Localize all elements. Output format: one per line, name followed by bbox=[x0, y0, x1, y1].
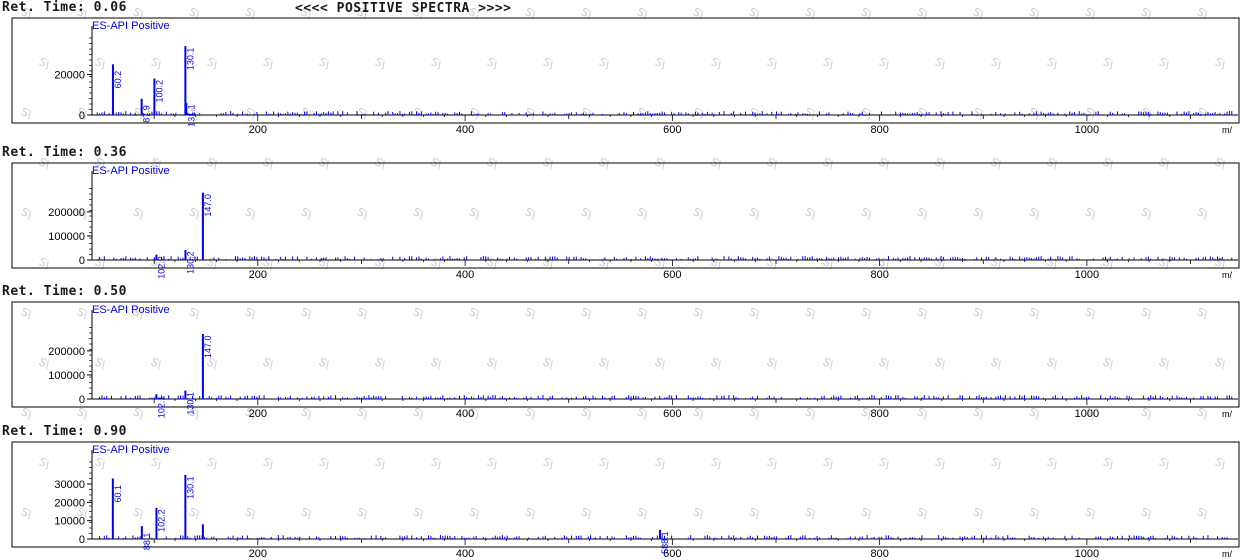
x-axis-label: m/ bbox=[1222, 125, 1232, 135]
y-tick-label: 200000 bbox=[48, 207, 85, 219]
y-tick-label: 0 bbox=[79, 394, 85, 406]
peak-label: 60.2 bbox=[113, 71, 123, 89]
ret-time-label: Ret. Time: 0.50 bbox=[2, 284, 127, 299]
x-tick-label: 800 bbox=[870, 269, 888, 281]
ret-time-label: Ret. Time: 0.06 bbox=[2, 0, 127, 15]
peak-label: 100.2 bbox=[154, 80, 164, 103]
x-tick-label: 200 bbox=[249, 548, 267, 560]
y-tick-label: 0 bbox=[79, 110, 85, 122]
plot-frame bbox=[11, 162, 1240, 269]
peak-label: 88.1 bbox=[142, 533, 152, 551]
plot-frame bbox=[11, 17, 1240, 124]
x-tick-label: 800 bbox=[870, 124, 888, 136]
spectrum-plot: ES-API Positive 0 100000 200000 200 400 600 800… bbox=[11, 162, 1240, 281]
x-tick-label: 600 bbox=[663, 269, 681, 281]
peak-label: 102.2 bbox=[156, 256, 166, 279]
spectrum-panel-1: Ret. Time: 0.06 ES-API Positive 0 20000 200… bbox=[0, 0, 1240, 136]
spectrum-panel-4: Ret. Time: 0.90 ES-API Positive 0 10000 200… bbox=[0, 424, 1240, 560]
y-tick-label: 200000 bbox=[48, 346, 85, 358]
spectrum-panel-3: Ret. Time: 0.50 ES-API Positive 0 100000 20… bbox=[0, 284, 1240, 420]
y-tick-label: 20000 bbox=[54, 69, 85, 81]
x-tick-label: 1000 bbox=[1075, 548, 1099, 560]
plot-frame bbox=[11, 441, 1240, 548]
x-tick-label: 400 bbox=[456, 408, 474, 420]
x-tick-label: 1000 bbox=[1075, 408, 1099, 420]
ret-time-label: Ret. Time: 0.90 bbox=[2, 424, 127, 439]
y-tick-label: 30000 bbox=[54, 479, 85, 491]
peak-label: 130.1 bbox=[185, 476, 195, 499]
spectrum-panel-2: Ret. Time: 0.36 ES-API Positive 0 100000 20… bbox=[0, 145, 1240, 281]
chart-title: ES-API Positive bbox=[92, 20, 170, 32]
peak-label: 60.1 bbox=[113, 485, 123, 503]
peak-label: 147.0 bbox=[203, 194, 213, 217]
y-tick-label: 20000 bbox=[54, 497, 85, 509]
peak-label: 102.1 bbox=[156, 396, 166, 419]
x-tick-label: 400 bbox=[456, 124, 474, 136]
chart-title: ES-API Positive bbox=[92, 444, 170, 456]
peak-label: 87.9 bbox=[142, 105, 152, 123]
spectrum-plot: ES-API Positive 0 100000 200000 200 400 600 800… bbox=[11, 301, 1240, 420]
peak-label: 131.1 bbox=[186, 104, 196, 127]
x-axis-label: m/ bbox=[1222, 409, 1232, 419]
x-tick-label: 600 bbox=[663, 124, 681, 136]
y-tick-label: 100000 bbox=[48, 370, 85, 382]
x-tick-label: 200 bbox=[249, 124, 267, 136]
plot-frame bbox=[11, 301, 1240, 408]
peak-label: 130.2 bbox=[185, 251, 195, 274]
x-tick-label: 1000 bbox=[1075, 124, 1099, 136]
chart-title: ES-API Positive bbox=[92, 304, 170, 316]
x-tick-label: 600 bbox=[663, 408, 681, 420]
peak-label: 588.1 bbox=[660, 531, 670, 554]
y-tick-label: 0 bbox=[79, 534, 85, 546]
y-tick-label: 100000 bbox=[48, 231, 85, 243]
spectra-header: <<<< POSITIVE SPECTRA >>>> bbox=[295, 1, 512, 16]
peak-label: 130.1 bbox=[185, 48, 195, 71]
x-tick-label: 200 bbox=[249, 408, 267, 420]
x-axis-label: m/ bbox=[1222, 270, 1232, 280]
y-tick-label: 10000 bbox=[54, 516, 85, 528]
x-axis-label: m/ bbox=[1222, 549, 1232, 559]
y-tick-label: 0 bbox=[79, 255, 85, 267]
peak-label: 102.2 bbox=[156, 509, 166, 532]
x-tick-label: 400 bbox=[456, 548, 474, 560]
ret-time-label: Ret. Time: 0.36 bbox=[2, 145, 127, 160]
x-tick-label: 1000 bbox=[1075, 269, 1099, 281]
x-tick-label: 800 bbox=[870, 548, 888, 560]
x-tick-label: 400 bbox=[456, 269, 474, 281]
peak-label: 130.1 bbox=[185, 392, 195, 415]
chart-title: ES-API Positive bbox=[92, 165, 170, 177]
x-tick-label: 800 bbox=[870, 408, 888, 420]
spectrum-plot: ES-API Positive 0 20000 200 400 600 800 1000 m/6… bbox=[11, 17, 1240, 136]
x-tick-label: 200 bbox=[249, 269, 267, 281]
peak-label: 147.0 bbox=[203, 336, 213, 359]
